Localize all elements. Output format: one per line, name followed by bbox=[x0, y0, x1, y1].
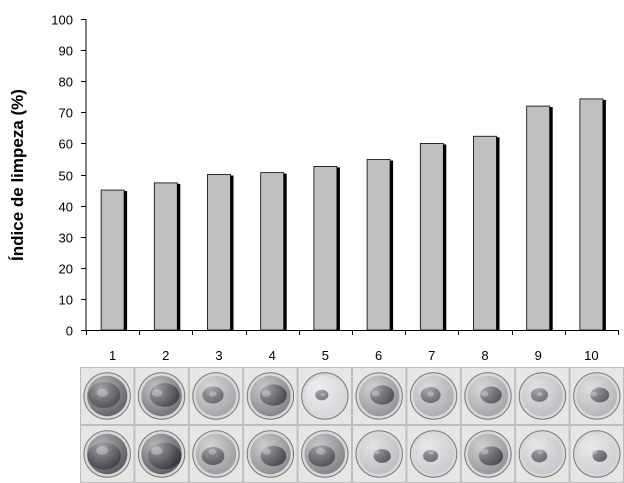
specimen-gloss bbox=[87, 433, 128, 475]
x-tick-label: 6 bbox=[375, 348, 382, 363]
specimen-gloss bbox=[522, 375, 563, 417]
y-tick-label: 90 bbox=[59, 44, 73, 59]
specimen-gloss bbox=[304, 433, 345, 475]
x-tick-label: 9 bbox=[535, 348, 542, 363]
specimen-gloss bbox=[359, 375, 400, 417]
bar bbox=[366, 159, 391, 331]
specimen-gloss bbox=[522, 433, 563, 475]
x-tick-label: 4 bbox=[269, 348, 276, 363]
specimen-photo bbox=[134, 425, 189, 483]
specimen-gloss bbox=[304, 375, 345, 417]
specimen-photo bbox=[297, 425, 353, 483]
specimen-photo bbox=[406, 367, 461, 425]
specimen-gloss bbox=[413, 433, 454, 475]
specimen-photo bbox=[515, 425, 570, 483]
x-tick-label: 1 bbox=[109, 348, 116, 363]
specimen-gloss bbox=[250, 375, 291, 417]
specimen-gloss bbox=[141, 433, 182, 475]
chart-labels: 0 10 20 30 40 50 60 70 80 90 100 1 2 3 4 5 6 7 8 9 10 Índice … bbox=[8, 13, 599, 364]
specimen-gloss bbox=[359, 433, 400, 475]
specimen-photo bbox=[352, 367, 407, 425]
bar bbox=[579, 98, 604, 331]
specimen-photo bbox=[569, 425, 624, 483]
bar bbox=[207, 174, 231, 331]
y-tick-label: 60 bbox=[59, 137, 73, 152]
specimen-photo bbox=[569, 367, 624, 425]
bar bbox=[473, 135, 497, 331]
specimen-photo bbox=[80, 425, 135, 483]
bar bbox=[100, 189, 125, 331]
specimen-photo bbox=[80, 367, 135, 425]
y-tick-label: 70 bbox=[59, 106, 73, 121]
specimen-gloss bbox=[467, 375, 509, 417]
chart-bars bbox=[100, 98, 606, 331]
specimen-photo bbox=[243, 367, 298, 425]
x-tick-label: 3 bbox=[215, 348, 222, 363]
x-tick-label: 5 bbox=[322, 348, 329, 363]
y-tick-label: 20 bbox=[59, 262, 73, 277]
specimen-gloss bbox=[87, 375, 128, 417]
x-tick-label: 8 bbox=[481, 348, 488, 363]
specimen-photo bbox=[460, 425, 516, 483]
y-axis-title: Índice de limpeza (%) bbox=[8, 89, 27, 261]
specimen-photo bbox=[515, 367, 570, 425]
y-tick-label: 100 bbox=[51, 13, 73, 28]
y-tick-label: 40 bbox=[59, 200, 73, 215]
bar-chart: 0 10 20 30 40 50 60 70 80 90 100 1 2 3 4 5 6 7 8 9 10 Índice … bbox=[8, 13, 619, 364]
y-tick-label: 30 bbox=[59, 231, 73, 246]
specimen-gloss bbox=[250, 433, 291, 475]
specimen-gloss bbox=[413, 375, 454, 417]
chart-axes bbox=[81, 19, 619, 335]
specimen-gloss bbox=[195, 375, 237, 417]
specimen-gloss bbox=[195, 433, 237, 475]
specimen-gloss bbox=[141, 375, 182, 417]
specimen-gloss bbox=[467, 433, 509, 475]
specimen-photo bbox=[188, 367, 244, 425]
y-tick-label: 0 bbox=[66, 324, 73, 339]
bar bbox=[153, 182, 178, 331]
specimen-photo bbox=[134, 367, 189, 425]
specimen-photo bbox=[352, 425, 407, 483]
specimen-gloss bbox=[576, 375, 617, 417]
y-tick-label: 10 bbox=[59, 293, 73, 308]
specimen-photo bbox=[406, 425, 461, 483]
x-tick-label: 10 bbox=[584, 348, 598, 363]
bar bbox=[313, 166, 338, 331]
specimen-photo-strip bbox=[80, 367, 624, 483]
y-tick-label: 50 bbox=[59, 169, 73, 184]
bar bbox=[419, 142, 444, 331]
specimen-gloss bbox=[576, 433, 617, 475]
specimen-photo bbox=[460, 367, 516, 425]
specimen-photo bbox=[297, 367, 353, 425]
specimen-photo bbox=[243, 425, 298, 483]
x-tick-label: 2 bbox=[162, 348, 169, 363]
y-tick-label: 80 bbox=[59, 75, 73, 90]
specimen-photo bbox=[188, 425, 244, 483]
bar bbox=[526, 105, 551, 331]
x-tick-label: 7 bbox=[428, 348, 435, 363]
bar bbox=[260, 172, 285, 331]
